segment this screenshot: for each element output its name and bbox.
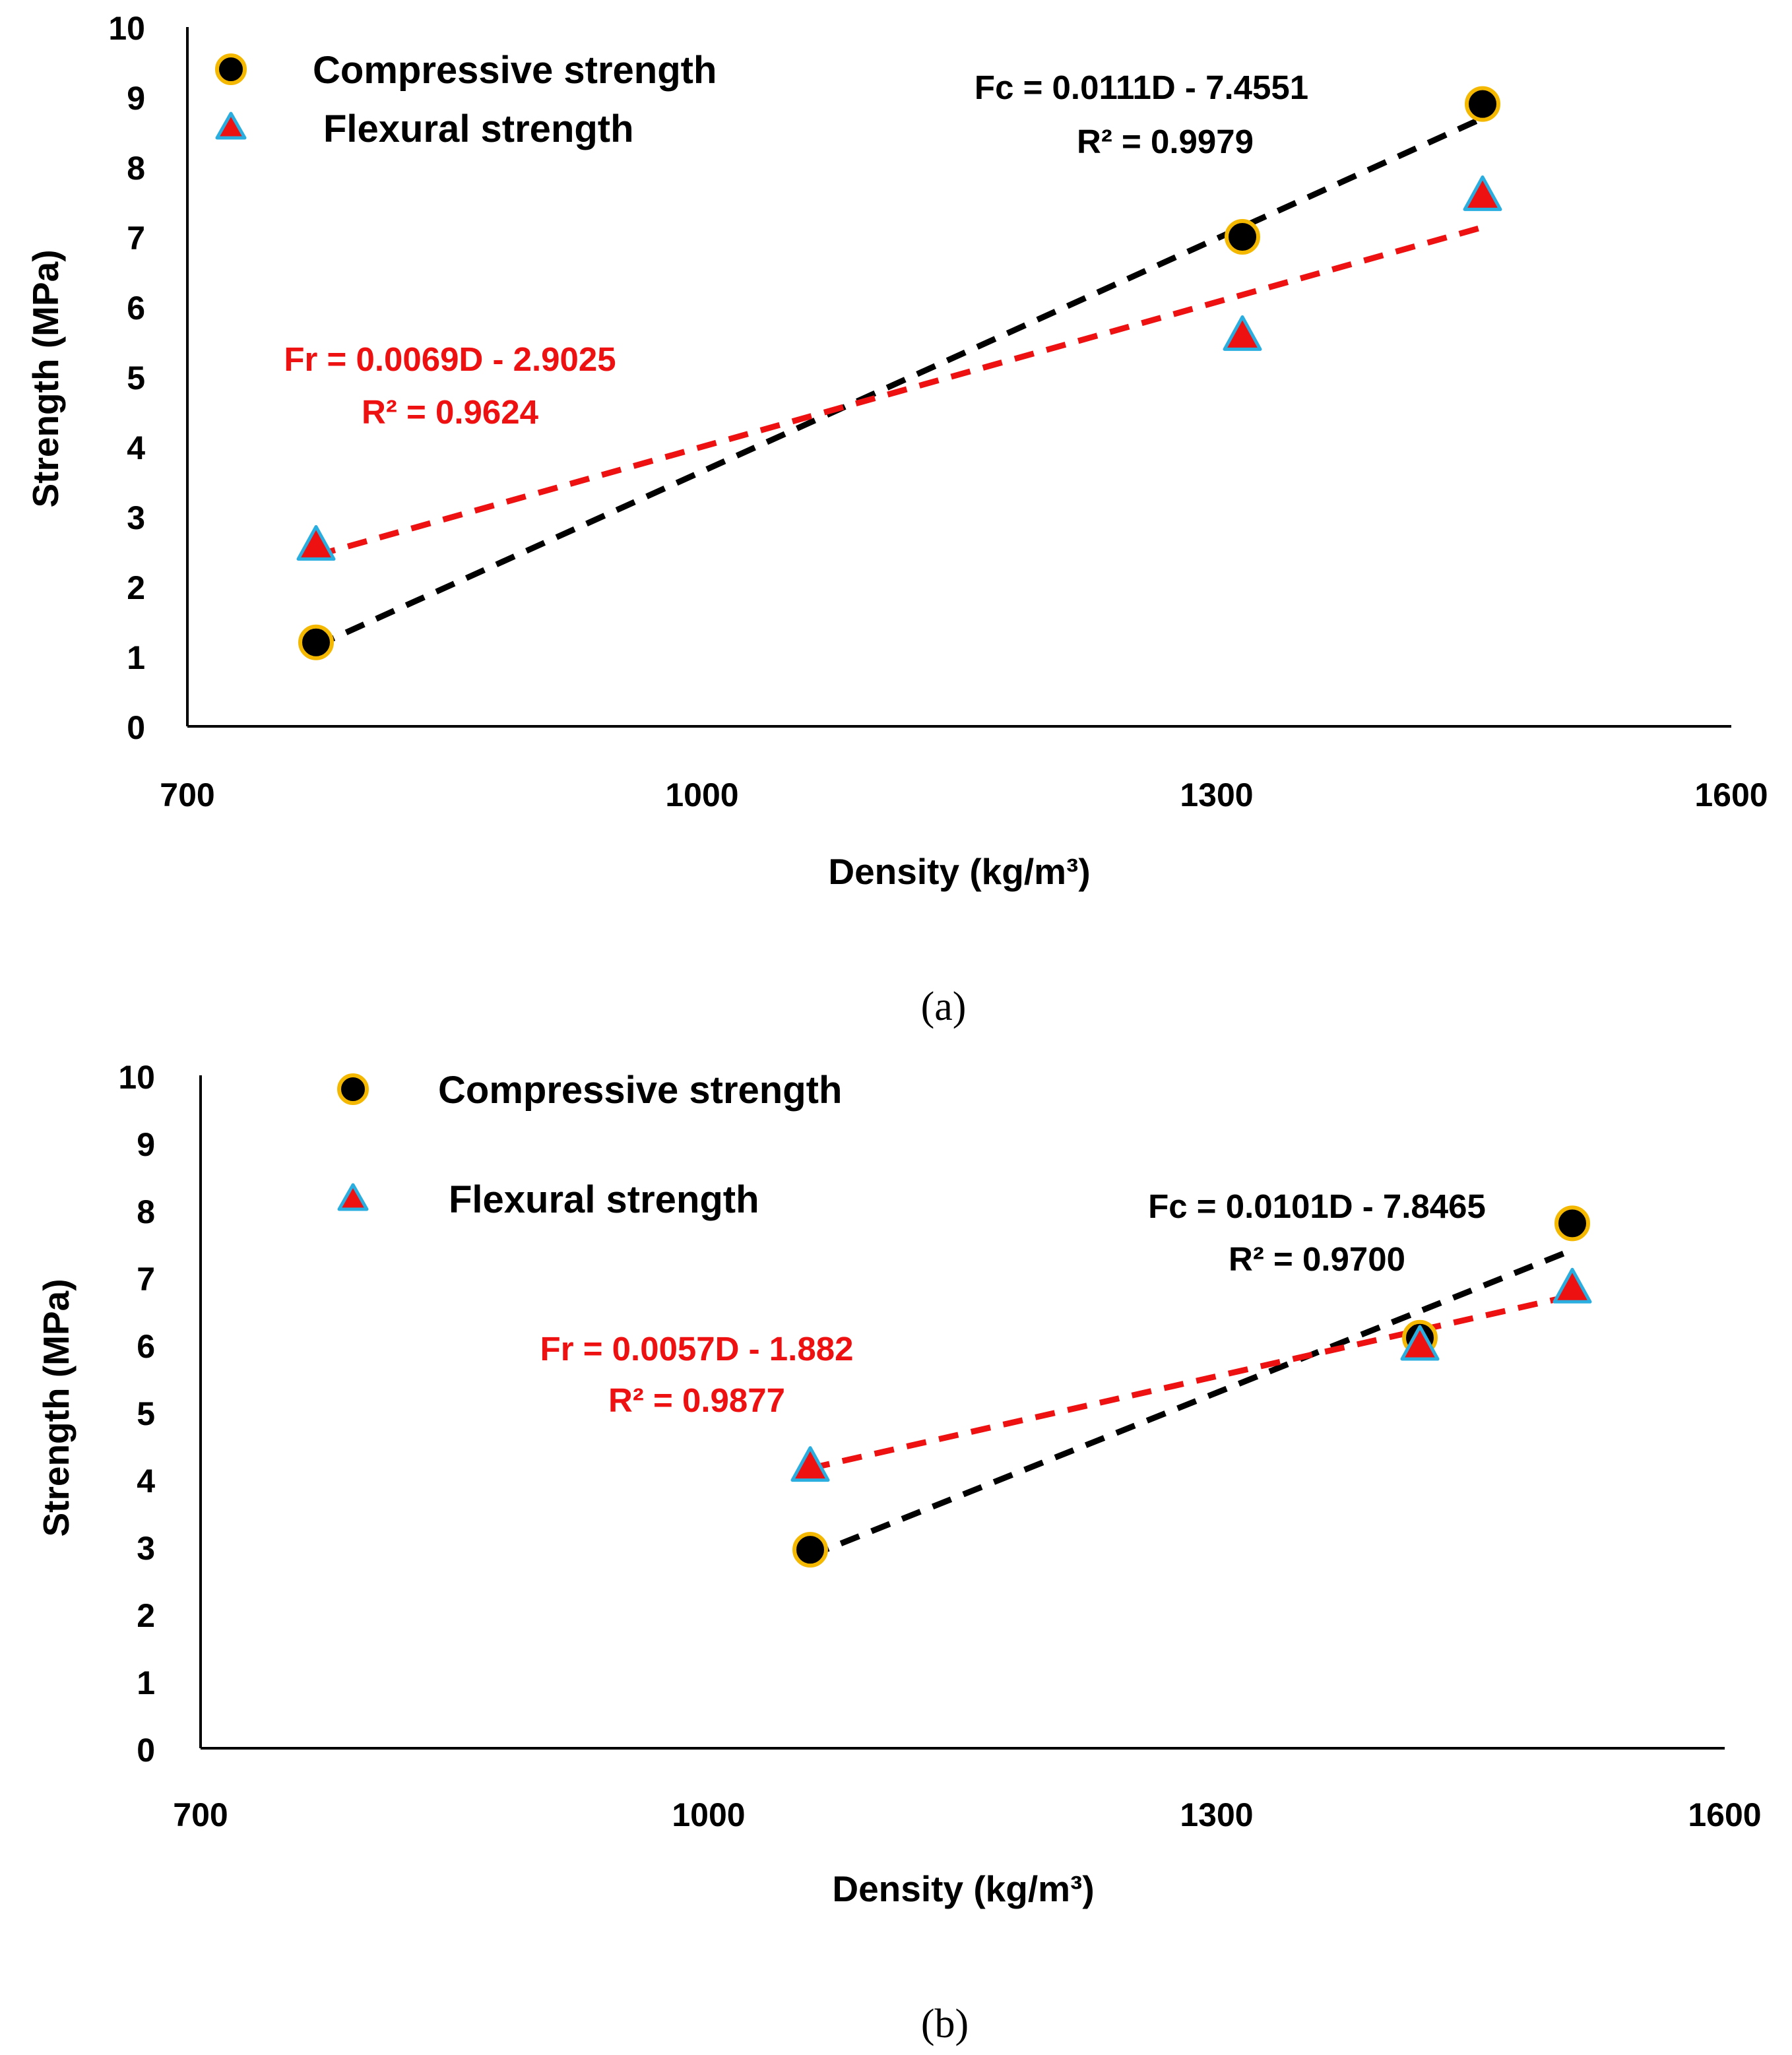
x-tick-label: 1300 — [1180, 776, 1253, 813]
trendline-equation-compressive: Fc = 0.0101D - 7.8465 — [1148, 1187, 1486, 1225]
data-point-compressive — [1465, 86, 1500, 122]
y-tick-labels: 0 1 2 3 4 5 6 7 8 9 10 — [118, 1059, 155, 1769]
trendline-flexural — [810, 1292, 1573, 1472]
trendline-compressive — [809, 1247, 1574, 1559]
trendline-equation-flexural: Fr = 0.0069D - 2.9025 — [284, 340, 616, 378]
x-tick-label: 700 — [173, 1796, 228, 1833]
x-tick-labels: 700 1000 1300 1600 — [160, 776, 1768, 813]
y-tick-label: 3 — [127, 499, 145, 536]
y-tick-labels: 0 1 2 3 4 5 6 7 8 9 10 — [108, 10, 145, 746]
y-tick-label: 10 — [108, 10, 145, 47]
y-tick-label: 5 — [137, 1395, 155, 1432]
data-point-flexural — [1223, 315, 1262, 351]
legend-compressive-marker — [215, 53, 247, 85]
data-point-compressive — [1225, 219, 1260, 255]
trendline-equations: Fc = 0.0111D - 7.4551 R² = 0.9979 Fr = 0… — [284, 69, 1308, 431]
trendline-r2-flexural: R² = 0.9877 — [608, 1381, 785, 1419]
y-tick-label: 9 — [127, 80, 145, 117]
data-point-flexural — [1552, 1267, 1592, 1304]
data-point-compressive — [792, 1532, 828, 1568]
x-axis-title: Density (kg/m³) — [832, 1868, 1094, 1909]
data-point-compressive — [298, 624, 334, 660]
legend-flexural-marker — [337, 1183, 369, 1211]
x-tick-label: 1000 — [672, 1796, 745, 1833]
y-tick-label: 3 — [137, 1530, 155, 1567]
y-tick-label: 2 — [137, 1597, 155, 1634]
data-layer — [790, 1205, 1592, 1568]
legend: Compressive strength Flexural strength — [337, 1069, 842, 1221]
legend: Compressive strength Flexural strength — [215, 49, 717, 150]
figure-caption: (a) — [921, 984, 967, 1029]
y-tick-label: 8 — [127, 150, 145, 187]
trendline-equation-compressive: Fc = 0.0111D - 7.4551 — [975, 69, 1308, 106]
y-tick-label: 4 — [127, 429, 145, 466]
x-tick-labels: 700 1000 1300 1600 — [173, 1796, 1761, 1833]
x-tick-label: 1300 — [1180, 1796, 1253, 1833]
trendline-equation-flexural: Fr = 0.0057D - 1.882 — [540, 1330, 854, 1368]
data-point-compressive — [1554, 1205, 1590, 1242]
legend-compressive-label: Compressive strength — [438, 1069, 842, 1112]
data-point-flexural — [790, 1446, 830, 1482]
trendline-r2-compressive: R² = 0.9700 — [1229, 1240, 1405, 1278]
trendline-compressive — [315, 115, 1484, 649]
legend-compressive-marker — [337, 1073, 369, 1105]
y-tick-label: 4 — [137, 1463, 155, 1500]
trendline-equations: Fc = 0.0101D - 7.8465 R² = 0.9700 Fr = 0… — [540, 1187, 1486, 1419]
y-tick-label: 0 — [137, 1732, 155, 1769]
figure-caption: (b) — [921, 2002, 969, 2046]
data-point-flexural — [296, 524, 336, 561]
y-tick-label: 10 — [118, 1059, 155, 1096]
legend-compressive-label: Compressive strength — [313, 49, 717, 92]
data-point-flexural — [1400, 1325, 1440, 1361]
data-layer — [296, 86, 1502, 660]
chart-panel-b: 0 1 2 3 4 5 6 7 8 9 10 700 1000 1300 160… — [36, 1059, 1762, 2046]
y-tick-label: 1 — [137, 1664, 155, 1701]
x-axis-title: Density (kg/m³) — [828, 851, 1090, 892]
legend-flexural-label: Flexural strength — [323, 108, 634, 150]
y-tick-label: 6 — [137, 1328, 155, 1365]
y-tick-label: 2 — [127, 569, 145, 606]
y-tick-label: 1 — [127, 639, 145, 676]
y-tick-label: 6 — [127, 290, 145, 327]
trendline-r2-flexural: R² = 0.9624 — [362, 393, 539, 431]
y-tick-label: 7 — [137, 1261, 155, 1298]
data-point-flexural — [1463, 175, 1502, 211]
y-tick-label: 0 — [127, 709, 145, 746]
y-axis-title: Strength (MPa) — [25, 249, 66, 507]
legend-flexural-label: Flexural strength — [449, 1178, 759, 1221]
y-tick-label: 5 — [127, 360, 145, 396]
x-tick-label: 1600 — [1694, 776, 1768, 813]
trendline-r2-compressive: R² = 0.9979 — [1077, 123, 1254, 160]
x-tick-label: 1600 — [1688, 1796, 1761, 1833]
y-tick-label: 9 — [137, 1126, 155, 1163]
trendline-flexural — [315, 224, 1484, 559]
legend-flexural-marker — [215, 111, 247, 140]
x-tick-label: 700 — [160, 776, 214, 813]
y-axis-title: Strength (MPa) — [36, 1279, 77, 1536]
y-tick-label: 8 — [137, 1193, 155, 1230]
y-tick-label: 7 — [127, 220, 145, 257]
x-tick-label: 1000 — [665, 776, 738, 813]
chart-panel-a: 0 1 2 3 4 5 6 7 8 9 10 700 1000 1300 160… — [25, 10, 1768, 1029]
